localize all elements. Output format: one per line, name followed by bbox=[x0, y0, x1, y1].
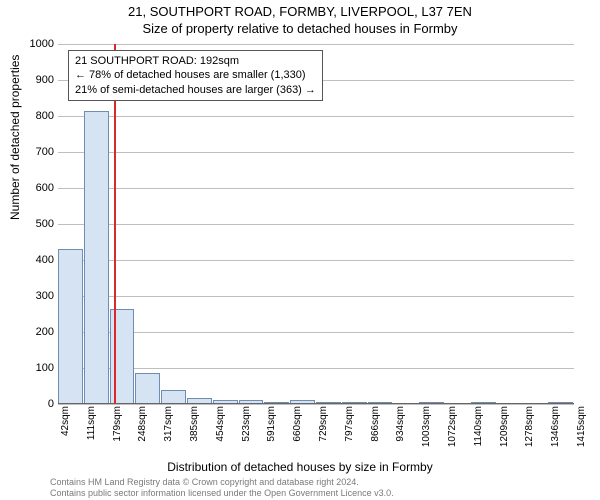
x-tick-label: 385sqm bbox=[189, 406, 200, 442]
footer-line: Contains public sector information licen… bbox=[50, 488, 394, 498]
annotation-line: 21 SOUTHPORT ROAD: 192sqm bbox=[75, 54, 316, 68]
x-tick-label: 660sqm bbox=[292, 406, 303, 442]
x-tick-label: 248sqm bbox=[137, 406, 148, 442]
x-tick-label: 934sqm bbox=[395, 406, 406, 442]
x-tick-label: 866sqm bbox=[370, 406, 381, 442]
gridline bbox=[58, 368, 574, 369]
x-tick-label: 317sqm bbox=[163, 406, 174, 442]
x-tick-label: 1140sqm bbox=[473, 406, 484, 446]
x-axis-line bbox=[58, 403, 574, 404]
x-axis-label: Distribution of detached houses by size … bbox=[0, 460, 600, 474]
annotation-line: ← 78% of detached houses are smaller (1,… bbox=[75, 68, 316, 82]
y-tick-label: 300 bbox=[20, 290, 54, 302]
gridline bbox=[58, 116, 574, 117]
x-tick-label: 1415sqm bbox=[576, 406, 587, 447]
x-tick-label: 797sqm bbox=[344, 406, 355, 442]
x-tick-label: 591sqm bbox=[266, 406, 277, 442]
y-tick-label: 400 bbox=[20, 254, 54, 266]
gridline bbox=[58, 404, 574, 405]
x-tick-label: 1003sqm bbox=[421, 406, 432, 447]
gridline bbox=[58, 44, 574, 45]
x-tick-label: 179sqm bbox=[112, 406, 123, 442]
gridline bbox=[58, 152, 574, 153]
y-tick-label: 500 bbox=[20, 218, 54, 230]
chart-title: 21, SOUTHPORT ROAD, FORMBY, LIVERPOOL, L… bbox=[0, 4, 600, 19]
x-tick-label: 1209sqm bbox=[499, 406, 510, 447]
gridline bbox=[58, 224, 574, 225]
chart-area: 0100200300400500600700800900100042sqm111… bbox=[58, 44, 574, 404]
gridline bbox=[58, 260, 574, 261]
chart-subtitle: Size of property relative to detached ho… bbox=[0, 21, 600, 36]
x-tick-label: 729sqm bbox=[318, 406, 329, 442]
footer-line: Contains HM Land Registry data © Crown c… bbox=[50, 477, 394, 487]
x-tick-label: 42sqm bbox=[60, 406, 71, 436]
y-tick-label: 900 bbox=[20, 74, 54, 86]
annotation-box: 21 SOUTHPORT ROAD: 192sqm← 78% of detach… bbox=[68, 50, 323, 101]
histogram-bar bbox=[161, 390, 186, 404]
footer-attribution: Contains HM Land Registry data © Crown c… bbox=[50, 477, 394, 498]
y-tick-label: 800 bbox=[20, 110, 54, 122]
x-tick-label: 454sqm bbox=[215, 406, 226, 442]
histogram-bar bbox=[84, 111, 109, 404]
gridline bbox=[58, 296, 574, 297]
y-tick-label: 200 bbox=[20, 326, 54, 338]
y-tick-label: 600 bbox=[20, 182, 54, 194]
x-tick-label: 1072sqm bbox=[447, 406, 458, 447]
x-tick-label: 1346sqm bbox=[550, 406, 561, 447]
histogram-bar bbox=[58, 249, 83, 404]
gridline bbox=[58, 188, 574, 189]
y-tick-label: 0 bbox=[20, 398, 54, 410]
histogram-bar bbox=[135, 373, 160, 404]
x-tick-label: 111sqm bbox=[86, 406, 97, 440]
x-tick-label: 523sqm bbox=[241, 406, 252, 442]
y-tick-label: 700 bbox=[20, 146, 54, 158]
y-tick-label: 100 bbox=[20, 362, 54, 374]
histogram-bar bbox=[110, 309, 135, 404]
y-tick-label: 1000 bbox=[20, 38, 54, 50]
x-tick-label: 1278sqm bbox=[524, 406, 535, 447]
gridline bbox=[58, 332, 574, 333]
annotation-line: 21% of semi-detached houses are larger (… bbox=[75, 83, 316, 97]
